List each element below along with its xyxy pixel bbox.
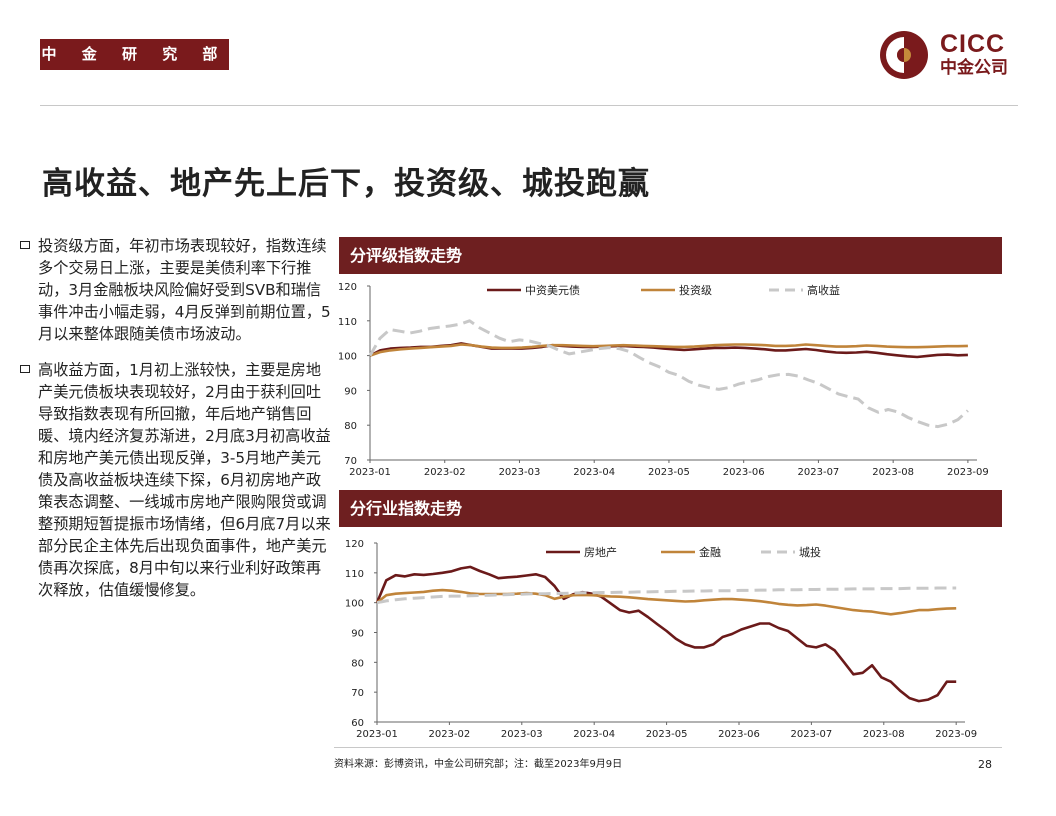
y-tick-label: 110 <box>345 569 364 580</box>
y-tick-label: 100 <box>339 352 357 363</box>
industry-index-chart: 60 70 80 90 100 110 120 2023-01 2023-02 2023-03 20… <box>345 539 977 740</box>
bullet-text-high-yield: 高收益方面，1月初上涨较快，主要是房地产美元债板块表现较好，2月由于获利回吐导致… <box>38 361 331 599</box>
series-line <box>368 319 969 429</box>
brand-name-en: CICC <box>940 30 1006 58</box>
x-tick-label: 2023-05 <box>648 467 690 478</box>
x-tick-label: 2023-04 <box>573 467 615 478</box>
y-tick-label: 120 <box>345 539 364 550</box>
series-line <box>376 586 957 605</box>
y-tick-label: 80 <box>344 421 357 432</box>
cicc-logo-icon <box>880 31 928 79</box>
rating-index-chart: 70 80 90 100 110 120 2023-01 2023-02 2023-03 2023… <box>339 282 989 478</box>
industry-chart-header: 分行业指数走势 <box>339 490 1002 527</box>
x-tick-label: 2023-01 <box>349 467 391 478</box>
y-tick-label: 90 <box>351 629 364 640</box>
y-tick-label: 70 <box>344 456 357 467</box>
bullet-text-investment-grade: 投资级方面，年初市场表现较好，指数连续多个交易日上涨，主要是美债利率下行推动，3… <box>38 237 331 343</box>
header-divider <box>40 105 1018 106</box>
bullet-item: 高收益方面，1月初上涨较快，主要是房地产美元债板块表现较好，2月由于获利回吐导致… <box>20 359 334 601</box>
y-tick-label: 110 <box>339 317 357 328</box>
x-tick-label: 2023-01 <box>356 729 398 740</box>
y-tick-label: 60 <box>351 718 364 729</box>
x-tick-label: 2023-07 <box>790 729 832 740</box>
y-tick-label: 120 <box>339 282 357 293</box>
legend-label: 房地产 <box>584 545 617 559</box>
x-tick-label: 2023-05 <box>646 729 688 740</box>
x-tick-label: 2023-06 <box>718 729 760 740</box>
x-tick-label: 2023-09 <box>935 729 977 740</box>
x-tick-label: 2023-02 <box>428 729 470 740</box>
x-tick-label: 2023-09 <box>947 467 989 478</box>
x-tick-label: 2023-02 <box>424 467 466 478</box>
department-label: 中 金 研 究 部 <box>40 39 229 70</box>
y-tick-label: 90 <box>344 386 357 397</box>
series-line <box>369 343 968 357</box>
bullet-list: 投资级方面，年初市场表现较好，指数连续多个交易日上涨，主要是美债利率下行推动，3… <box>20 235 334 615</box>
source-note: 资料来源：彭博资讯，中金公司研究部；注：截至2023年9月9日 <box>334 759 623 770</box>
page-number: 28 <box>978 758 992 771</box>
y-tick-label: 80 <box>351 658 364 669</box>
slide-title: 高收益、地产先上后下，投资级、城投跑赢 <box>42 166 650 202</box>
bullet-square-icon <box>20 241 30 249</box>
legend-label: 城投 <box>799 545 821 559</box>
x-tick-label: 2023-08 <box>872 467 914 478</box>
series-line <box>375 565 957 703</box>
legend-label: 金融 <box>699 545 721 559</box>
x-tick-label: 2023-03 <box>501 729 543 740</box>
footer-divider <box>334 747 1002 748</box>
x-tick-label: 2023-08 <box>863 729 905 740</box>
legend-label: 中资美元债 <box>525 283 580 297</box>
series-line <box>376 588 957 616</box>
x-tick-label: 2023-07 <box>798 467 840 478</box>
x-tick-label: 2023-04 <box>573 729 615 740</box>
x-tick-label: 2023-06 <box>723 467 765 478</box>
rating-chart-header: 分评级指数走势 <box>339 237 1002 274</box>
bullet-square-icon <box>20 365 30 373</box>
legend-label: 投资级 <box>679 283 712 297</box>
x-tick-label: 2023-03 <box>499 467 541 478</box>
bullet-item: 投资级方面，年初市场表现较好，指数连续多个交易日上涨，主要是美债利率下行推动，3… <box>20 235 334 345</box>
y-tick-label: 100 <box>345 599 364 610</box>
brand-name-cn: 中金公司 <box>940 58 1008 78</box>
legend-label: 高收益 <box>807 283 840 297</box>
y-tick-label: 70 <box>351 688 364 699</box>
